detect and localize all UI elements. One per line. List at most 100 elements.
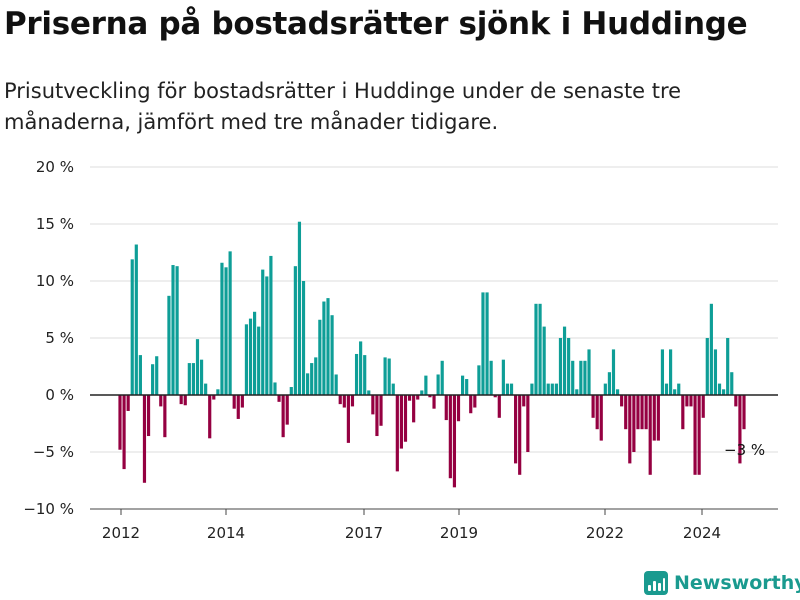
bar: [350, 395, 355, 407]
bar: [485, 292, 489, 395]
y-tick-label: −10 %: [23, 500, 74, 518]
y-tick-label: 0 %: [45, 386, 74, 404]
bar: [693, 395, 697, 475]
bar: [240, 395, 244, 408]
bar: [236, 395, 240, 419]
bar: [391, 383, 395, 395]
bar: [697, 395, 701, 475]
bar: [118, 395, 122, 450]
bar: [416, 395, 420, 400]
bar: [538, 303, 542, 395]
bar: [122, 395, 126, 470]
bar: [407, 395, 412, 401]
bar: [310, 363, 314, 395]
bar: [301, 281, 306, 395]
bar: [473, 395, 477, 408]
bar: [330, 315, 334, 395]
bar: [632, 395, 636, 452]
bar-chart: −10 % −5 % 0 % 5 % 10 % 15 % 20 % 2012 2014 2017…: [23, 158, 778, 542]
bar: [187, 363, 191, 395]
bar: [367, 390, 371, 395]
bar: [171, 265, 175, 395]
x-tick-label: 2017: [345, 524, 383, 542]
bar: [583, 360, 587, 395]
bar: [257, 326, 261, 395]
bar: [151, 364, 155, 395]
bar: [159, 395, 163, 407]
x-tick-label: 2012: [102, 524, 140, 542]
bar: [681, 395, 685, 430]
bar: [138, 355, 142, 395]
bar: [371, 395, 375, 415]
bar: [673, 389, 677, 395]
bar: [359, 341, 363, 395]
bar: [281, 395, 285, 438]
bar: [452, 395, 457, 488]
bar: [265, 276, 269, 395]
newsworthy-brand: Newsworthy: [644, 568, 800, 598]
y-tick-label: 15 %: [36, 215, 74, 233]
bar: [155, 356, 159, 395]
bar: [465, 379, 469, 395]
bar: [326, 298, 330, 395]
bar: [664, 383, 669, 395]
bar: [689, 395, 693, 407]
bar: [640, 395, 644, 430]
bar: [550, 383, 554, 395]
bar: [530, 383, 534, 395]
bar: [387, 358, 391, 395]
bar: [183, 395, 187, 406]
bar: [212, 395, 216, 400]
newsworthy-logo-icon: [644, 571, 668, 595]
bar: [191, 363, 195, 395]
bar: [363, 355, 367, 395]
bar: [615, 389, 620, 395]
bar: [620, 395, 624, 407]
bar: [216, 389, 220, 395]
bar: [204, 383, 208, 395]
bar: [444, 395, 448, 421]
bar: [306, 373, 310, 395]
bar: [648, 395, 652, 475]
bar: [558, 338, 563, 395]
bar: [261, 269, 265, 395]
bar: [713, 349, 718, 395]
bar: [562, 326, 567, 395]
y-tick-label: 20 %: [36, 158, 74, 176]
gridlines: [90, 166, 778, 510]
y-tick-label: 5 %: [45, 329, 74, 347]
bar: [595, 395, 599, 430]
bar: [379, 395, 383, 426]
bar: [489, 360, 493, 395]
bar: [293, 266, 297, 395]
bar: [142, 395, 147, 483]
bar: [701, 395, 705, 418]
bar: [730, 372, 734, 395]
bar: [130, 259, 134, 395]
bar: [334, 374, 338, 395]
bar: [501, 359, 505, 395]
bar: [253, 311, 257, 395]
bar: [461, 375, 465, 395]
bar: [269, 255, 273, 395]
bar: [395, 395, 399, 472]
bar: [636, 395, 640, 430]
bar: [175, 266, 179, 395]
bar: [232, 395, 236, 409]
bar: [440, 360, 444, 395]
bar: [493, 395, 497, 398]
x-tick-label: 2022: [586, 524, 624, 542]
bar: [477, 365, 481, 395]
bar: [448, 395, 452, 479]
bar: [297, 221, 302, 395]
bar: [742, 395, 746, 430]
bar: [734, 395, 738, 407]
bar: [346, 395, 350, 443]
bar: [167, 295, 171, 395]
bar: [738, 395, 742, 464]
y-tick-label: 10 %: [36, 272, 74, 290]
bar: [289, 387, 293, 395]
bar: [656, 395, 660, 441]
bar: [685, 395, 689, 407]
bar: [669, 349, 673, 395]
